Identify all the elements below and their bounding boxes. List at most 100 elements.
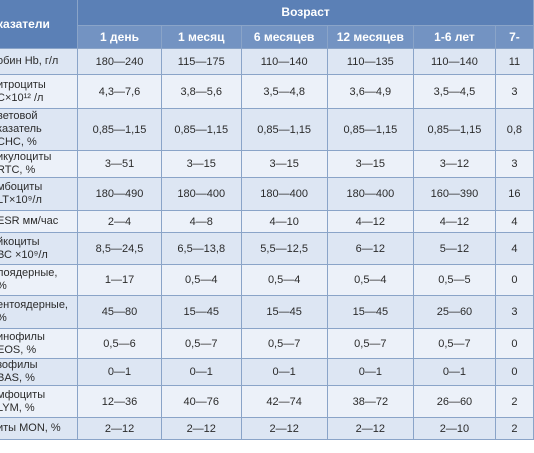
value-cell: 3—12 (413, 150, 496, 178)
value-cell: 25—60 (413, 295, 496, 329)
value-cell: 3—51 (77, 150, 162, 178)
table-row: мбоциты LT×10⁹/л 180—490 180—400 180—400 180—… (0, 177, 534, 211)
parameter-cell: ESR мм/час (0, 210, 79, 233)
value-cell: 0,5—7 (326, 328, 415, 359)
value-cell: 2—12 (77, 417, 162, 440)
value-cell: 3,5—4,5 (413, 74, 496, 109)
table-row: итроциты С×10¹² /л 4,3—7,6 3,8—5,6 3,5—4,8 3,… (0, 74, 534, 109)
table-body: обин Hb, г/л 180—240 115—175 110—140 110—135… (0, 48, 534, 440)
table-row: мфоциты LYM, % 12—36 40—76 42—74 38—72 26—60 2 (0, 385, 534, 418)
parameter-cell: зофилы BAS, % (0, 358, 79, 386)
parameter-unit: % (0, 312, 77, 325)
table-row: обин Hb, г/л 180—240 115—175 110—140 110—135… (0, 48, 534, 75)
value-cell: 8,5—24,5 (77, 232, 162, 265)
table-row: инофилы EOS, % 0,5—6 0,5—7 0,5—7 0,5—7 0,5—7 0 (0, 328, 534, 359)
parameter-unit: % (0, 280, 77, 293)
value-cell: 3,6—4,9 (326, 74, 415, 109)
value-cell: 180—400 (240, 177, 328, 211)
value-cell: 3 (494, 295, 534, 329)
parameter-header: казатели (0, 0, 79, 49)
value-cell: 0 (494, 358, 534, 386)
value-cell: 4 (494, 232, 534, 265)
parameter-name: ветовой (0, 110, 38, 122)
parameter-name: мфоциты (0, 388, 46, 401)
value-cell: 3—15 (160, 150, 242, 178)
age-col-header: 1 месяц (160, 25, 242, 49)
value-cell: 180—240 (77, 48, 162, 75)
parameter-unit: RTC, % (0, 164, 36, 176)
parameter-name: иты MON, % (0, 422, 61, 434)
parameter-name: обин Hb, г/л (0, 55, 59, 67)
value-cell: 0 (494, 328, 534, 359)
value-cell: 2—12 (160, 417, 242, 440)
value-cell: 180—490 (77, 177, 162, 211)
value-cell: 110—140 (240, 48, 328, 75)
table-row: ESR мм/час 2—4 4—8 4—10 4—12 4—12 4 (0, 210, 534, 233)
value-cell: 0,85—1,15 (240, 108, 328, 151)
parameter-cell: итроциты С×10¹² /л (0, 74, 79, 109)
value-cell: 15—45 (160, 295, 242, 329)
table-row: йкоциты ВС ×10⁹/л 8,5—24,5 6,5—13,8 5,5—12,5… (0, 232, 534, 265)
value-cell: 110—135 (326, 48, 415, 75)
value-cell: 5,5—12,5 (240, 232, 328, 265)
value-cell: 0,5—7 (160, 328, 242, 359)
value-cell: 0,8 (494, 108, 534, 151)
parameter-cell: лоядерные,% (0, 264, 79, 296)
value-cell: 3,5—4,8 (240, 74, 328, 109)
value-cell: 4,3—7,6 (77, 74, 162, 109)
value-cell: 4—12 (413, 210, 496, 233)
parameter-unit: ВС ×10⁹/л (0, 248, 48, 261)
value-cell: 0,5—4 (240, 264, 328, 296)
value-cell: 15—45 (326, 295, 415, 329)
blood-norms-table-wrap: казатели Возраст 1 день 1 месяц 6 месяце… (0, 0, 534, 440)
value-cell: 2—4 (77, 210, 162, 233)
parameter-cell: инофилы EOS, % (0, 328, 79, 359)
table-row: зофилы BAS, % 0—1 0—1 0—1 0—1 0—1 0 (0, 358, 534, 386)
value-cell: 3,8—5,6 (160, 74, 242, 109)
value-cell: 16 (494, 177, 534, 211)
value-cell: 0—1 (326, 358, 415, 386)
value-cell: 0,5—4 (326, 264, 415, 296)
age-col-header: 7- (494, 25, 534, 49)
value-cell: 6,5—13,8 (160, 232, 242, 265)
table-row: иты MON, % 2—12 2—12 2—12 2—12 2—10 2 (0, 417, 534, 440)
value-cell: 180—400 (160, 177, 242, 211)
age-col-header: 1-6 лет (413, 25, 496, 49)
table-row: лоядерные,%1—170,5—40,5—40,5—40,5—50 (0, 264, 534, 296)
age-col-header: 6 месяцев (240, 25, 328, 49)
value-cell: 0,5—7 (413, 328, 496, 359)
value-cell: 0,5—7 (240, 328, 328, 359)
value-cell: 4—10 (240, 210, 328, 233)
value-cell: 2 (494, 417, 534, 440)
value-cell: 1—17 (77, 264, 162, 296)
value-cell: 0,85—1,15 (160, 108, 242, 151)
value-cell: 4—12 (326, 210, 415, 233)
age-header: Возраст (77, 0, 534, 26)
value-cell: 3—15 (240, 150, 328, 178)
parameter-name: зофилы (0, 359, 38, 372)
value-cell: 0 (494, 264, 534, 296)
table-row: икулоциты RTC, % 3—51 3—15 3—15 3—15 3—12 3 (0, 150, 534, 178)
value-cell: 0,5—4 (160, 264, 242, 296)
parameter-name: инофилы (0, 330, 45, 343)
value-cell: 15—45 (240, 295, 328, 329)
value-cell: 3 (494, 74, 534, 109)
parameter-cell: мфоциты LYM, % (0, 385, 79, 418)
parameter-name: икулоциты (0, 151, 52, 164)
value-cell: 110—140 (413, 48, 496, 75)
parameter-unit: казатель CHC, % (0, 123, 42, 148)
value-cell: 2—12 (326, 417, 415, 440)
value-cell: 0,85—1,15 (77, 108, 162, 151)
value-cell: 6—12 (326, 232, 415, 265)
value-cell: 3 (494, 150, 534, 178)
parameter-cell: ентоядерные,% (0, 295, 79, 329)
age-col-header: 12 месяцев (326, 25, 415, 49)
value-cell: 26—60 (413, 385, 496, 418)
value-cell: 5—12 (413, 232, 496, 265)
parameter-name: йкоциты (0, 235, 40, 248)
value-cell: 2 (494, 385, 534, 418)
value-cell: 42—74 (240, 385, 328, 418)
value-cell: 12—36 (77, 385, 162, 418)
